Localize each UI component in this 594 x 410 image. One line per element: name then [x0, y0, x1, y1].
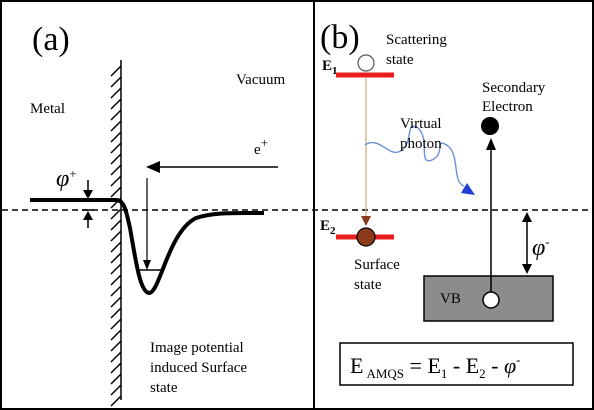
hatch-mark	[110, 186, 122, 198]
hatch-mark	[110, 76, 122, 88]
surface-state-a-label-line3: state	[150, 380, 178, 396]
potential-curve	[30, 198, 265, 296]
work-function-a-label: φ+	[56, 166, 77, 192]
trapping-arrow-head	[143, 260, 151, 270]
hatch-mark	[110, 373, 122, 385]
positron-arrow-head	[146, 161, 160, 173]
scattering-label-line1: Scattering	[386, 32, 447, 48]
metal-label: Metal	[30, 101, 65, 117]
hatch-mark	[110, 263, 122, 275]
surface-state-b-label-line1: Surface	[354, 257, 400, 273]
panel-a: (a) Metal Vacuum e+ φ+ Image potential i	[30, 21, 285, 407]
wf-b-arrow-bottom-head	[522, 264, 532, 274]
hatch-mark	[110, 307, 122, 319]
surface-state-b-label-line2: state	[354, 277, 382, 293]
secondary-electron	[481, 117, 499, 135]
hatch-mark	[110, 142, 122, 154]
hatch-mark	[110, 230, 122, 242]
hatch-mark	[110, 351, 122, 363]
hatch-mark	[110, 395, 122, 407]
hatch-mark	[110, 329, 122, 341]
surface-state-a-label-line1: Image potential	[150, 340, 244, 356]
emission-arrow-head	[486, 138, 496, 150]
virtual-photon-head	[461, 183, 475, 195]
hatch-mark	[110, 340, 122, 352]
hatch-mark	[110, 131, 122, 143]
hatch-mark	[110, 362, 122, 374]
hatch-mark	[110, 153, 122, 165]
wf-a-arrow-bottom-head	[83, 211, 93, 220]
hatch-mark	[110, 175, 122, 187]
scattering-label-line2: state	[386, 52, 414, 68]
hatch-mark	[110, 98, 122, 110]
surface-state-circle	[356, 227, 376, 247]
vb-hole	[482, 291, 500, 309]
photon-label-line1: Virtual	[400, 116, 442, 132]
hatch-mark	[110, 109, 122, 121]
positron-label: e+	[254, 135, 268, 158]
scattering-state-circle	[357, 54, 375, 72]
amqs-equation: E AMQS = E1 - E2 - φ-	[350, 352, 521, 381]
hatch-mark	[110, 384, 122, 396]
work-function-b-label: φ-	[532, 234, 550, 261]
panel-b: (b) E1 Scattering state E2 Surface state…	[320, 19, 574, 386]
e1-label: E1	[322, 58, 338, 77]
surface-state-a-label-line2: induced Surface	[150, 360, 247, 376]
metal-surface-hatching	[110, 65, 122, 407]
hatch-mark	[110, 274, 122, 286]
secondary-label-line2: Electron	[482, 99, 533, 115]
hatch-mark	[110, 318, 122, 330]
panel-b-label: (b)	[320, 19, 360, 56]
equation-box	[339, 342, 574, 386]
valence-band-label: VB	[440, 291, 461, 307]
hatch-mark	[110, 164, 122, 176]
hatch-mark	[110, 219, 122, 231]
hatch-mark	[110, 296, 122, 308]
e2-label: E2	[320, 218, 336, 237]
hatch-mark	[110, 241, 122, 253]
wf-a-arrow-top-head	[83, 190, 93, 199]
hatch-mark	[110, 208, 122, 220]
hatch-mark	[110, 252, 122, 264]
secondary-label-line1: Secondary	[482, 80, 546, 96]
virtual-photon-wave	[364, 125, 465, 187]
panel-a-label: (a)	[32, 21, 70, 58]
photon-label-line2: photon	[400, 136, 442, 152]
hatch-mark	[110, 285, 122, 297]
vacuum-label: Vacuum	[236, 72, 285, 88]
wf-b-arrow-top-head	[522, 212, 532, 222]
hatch-mark	[110, 87, 122, 99]
hatch-mark	[110, 120, 122, 132]
transition-arrow-head	[361, 216, 371, 226]
hatch-mark	[110, 65, 122, 77]
